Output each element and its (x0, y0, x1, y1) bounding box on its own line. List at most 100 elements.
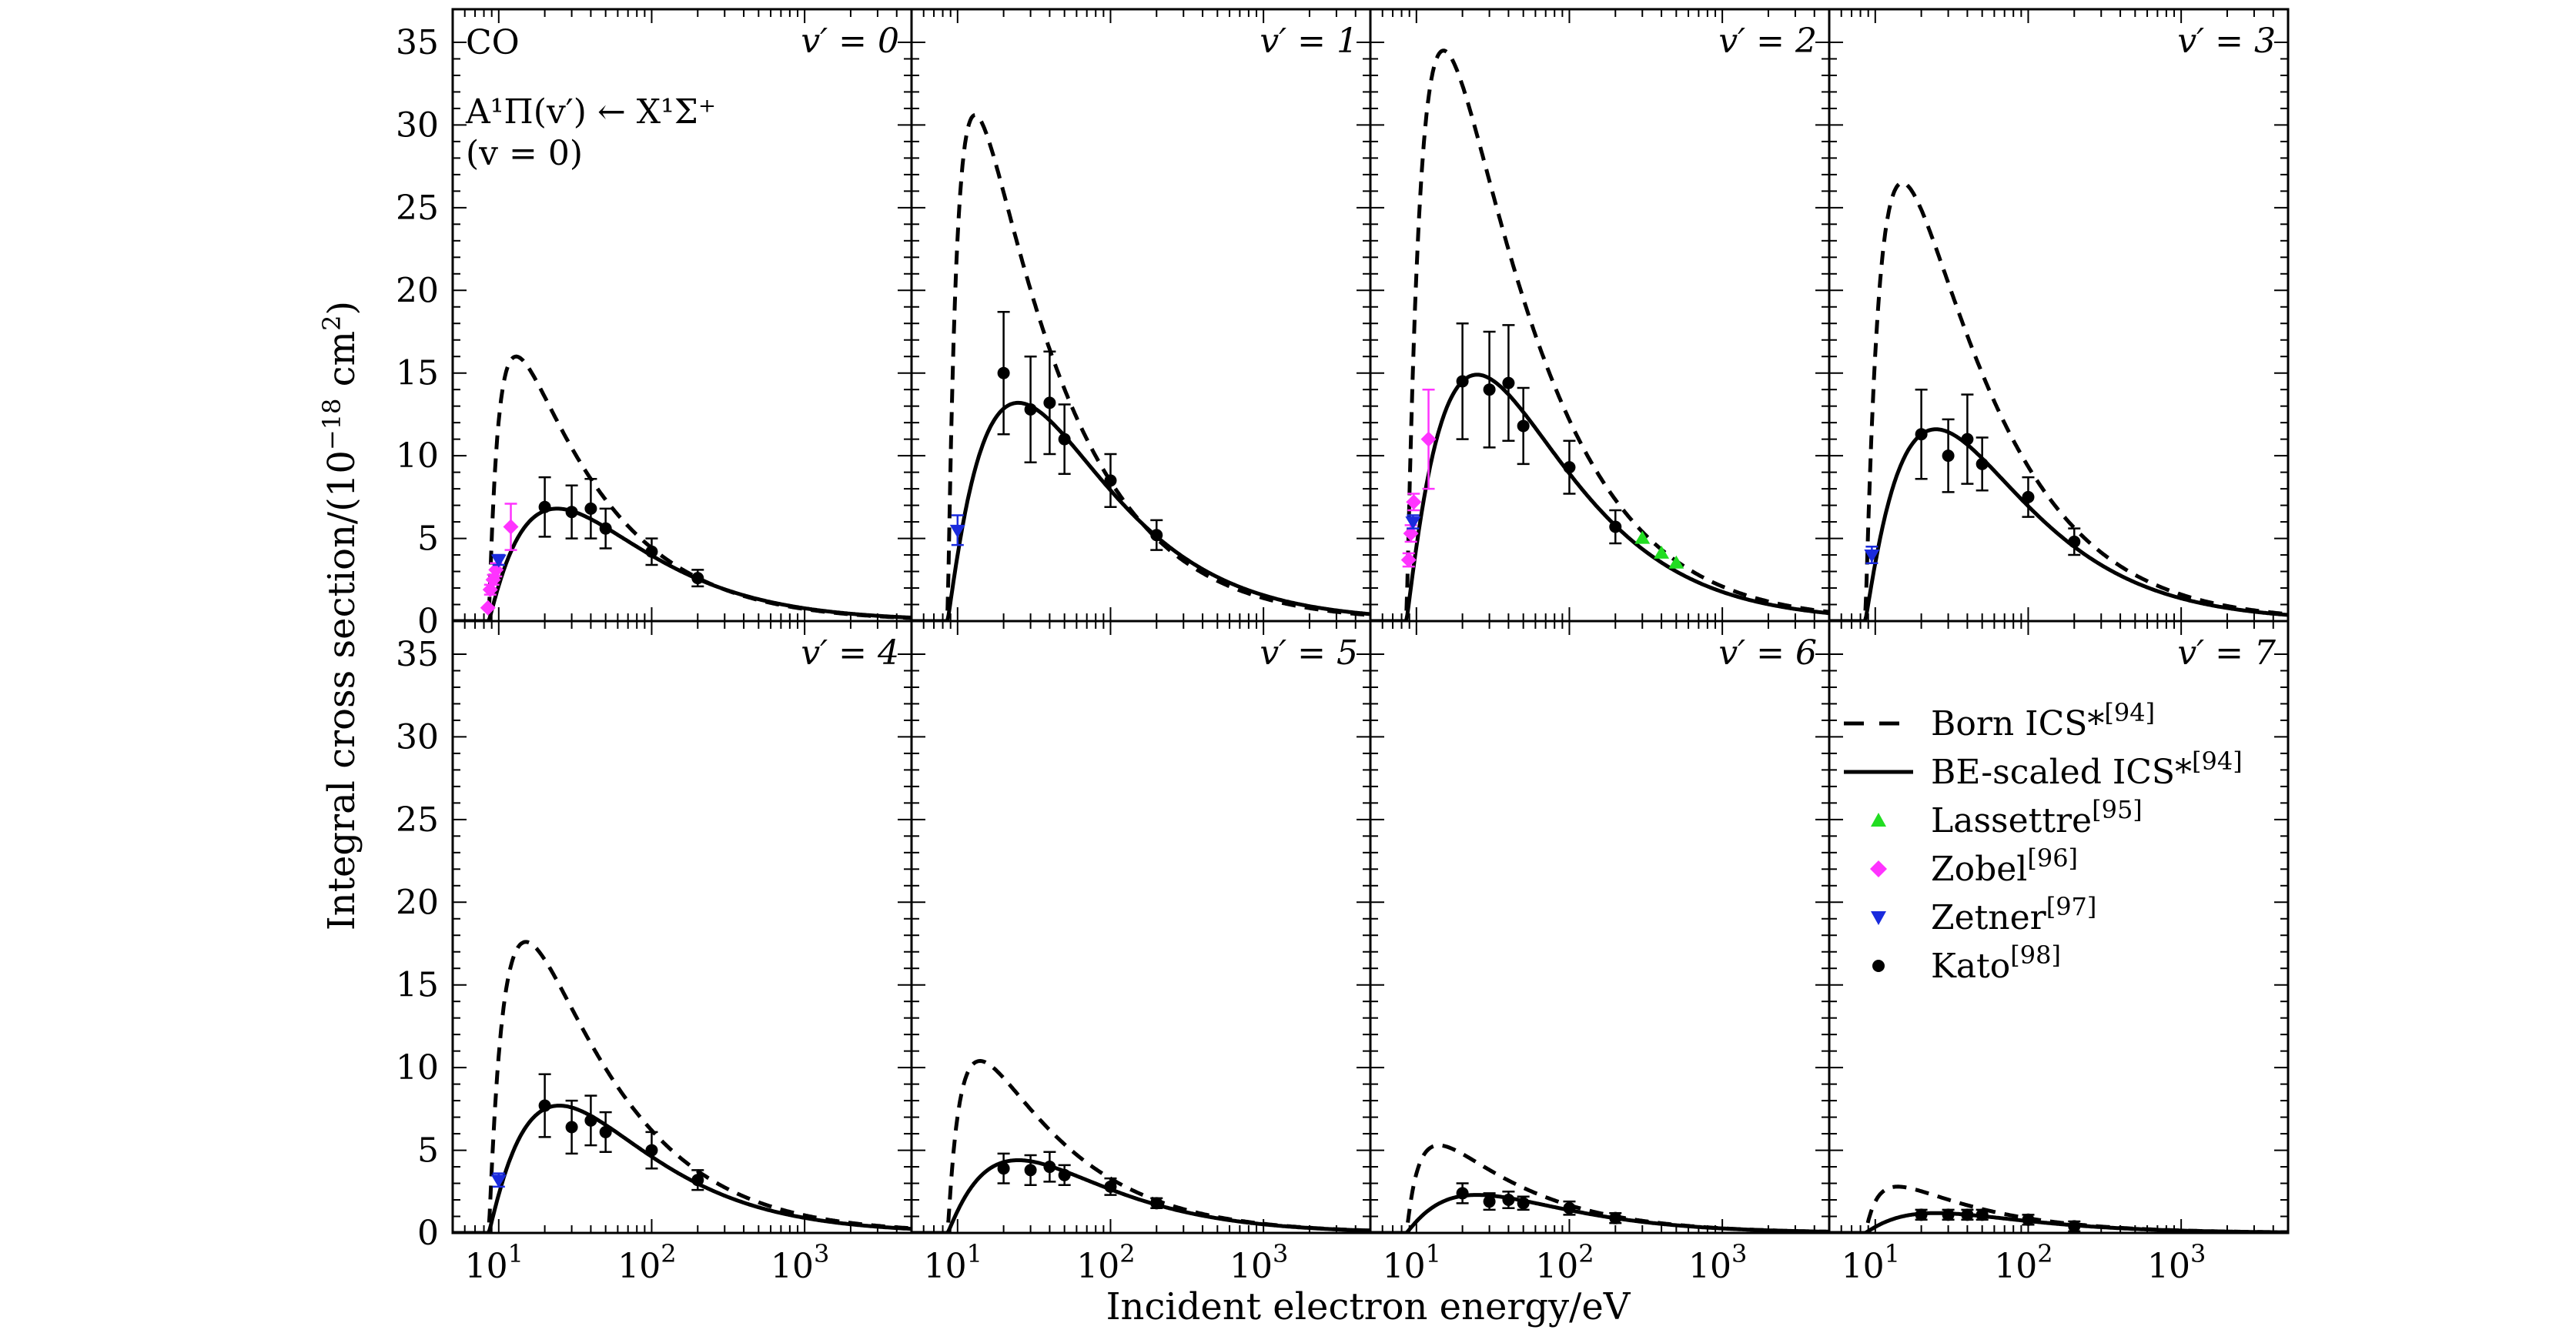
legend-item: Kato[98] (1872, 940, 2061, 986)
kato-point (1609, 1211, 1622, 1224)
kato-point (538, 1099, 551, 1112)
y-tick-label: 30 (396, 105, 439, 145)
x-tick-label: 102 (1994, 1239, 2052, 1286)
panel-plot-area (912, 1058, 1370, 1233)
zobel-point (1420, 431, 1437, 447)
kato-point (2022, 1213, 2035, 1226)
panel-frame (1828, 8, 2290, 623)
x-tick-exponent: 2 (1119, 1239, 1135, 1268)
legend-item: Zetner[97] (1871, 892, 2096, 937)
x-tick-exponent: 2 (1578, 1239, 1594, 1268)
x-axis-title: Incident electron energy/eV (1106, 1285, 1631, 1328)
legend-label-text: Zetner (1931, 898, 2047, 937)
y-axis-title-unit: cm (320, 331, 363, 399)
kato-point (1024, 1164, 1037, 1177)
y-tick-label: 35 (396, 635, 439, 674)
zobel-point (488, 562, 504, 578)
panel-label: v′ = 0 (801, 22, 899, 61)
y-axis-title-square: 2 (317, 316, 346, 331)
born-ics-curve (1829, 181, 2288, 621)
y-axis-title-close: ) (320, 301, 363, 316)
zetner-point (1864, 550, 1880, 563)
y-tick-label: 10 (396, 436, 439, 476)
x-tick-mantissa: 10 (1842, 1247, 1885, 1286)
y-axis-title: Integral cross section/(10−18 cm2) (317, 301, 363, 930)
kato-point (1563, 461, 1576, 474)
panel-v3: v′ = 3 (1828, 8, 2290, 623)
zobel-point (503, 519, 519, 535)
born-ics-curve (1829, 1184, 2288, 1233)
kato-point (2022, 490, 2035, 503)
kato-point (1942, 449, 1955, 463)
x-tick-mantissa: 10 (1383, 1247, 1426, 1286)
kato-point (584, 502, 597, 515)
legend-label-ref: [98] (2010, 940, 2061, 970)
x-tick-mantissa: 10 (1076, 1247, 1119, 1286)
x-tick-mantissa: 10 (1229, 1247, 1273, 1286)
x-tick-label: 103 (771, 1239, 829, 1286)
x-tick-exponent: 3 (814, 1239, 829, 1268)
kato-point (1942, 1208, 1955, 1221)
legend-label-text: Born ICS* (1931, 704, 2104, 743)
y-tick-label: 15 (396, 354, 439, 393)
y-tick-label: 10 (396, 1048, 439, 1087)
y-tick-label: 30 (396, 717, 439, 757)
panel-v2: v′ = 2 (1369, 8, 1831, 623)
y-axis-title-exponent: −18 (317, 399, 346, 451)
x-tick-exponent: 1 (967, 1239, 982, 1268)
legend-item: Zobel[96] (1870, 844, 2078, 889)
be-scaled-ics-curve (912, 400, 1370, 621)
kato-point (1058, 1168, 1071, 1181)
panel-plot-area (453, 940, 912, 1233)
x-tick-label: 101 (1383, 1239, 1441, 1286)
panel-label: v′ = 2 (1718, 22, 1817, 61)
y-tick-label: 0 (417, 602, 439, 641)
kato-point (1502, 376, 1515, 389)
x-tick-mantissa: 10 (617, 1247, 661, 1286)
be-scaled-ics-curve (453, 506, 912, 621)
legend-label: Lassettre[95] (1931, 795, 2143, 840)
lassettre-point (1634, 530, 1651, 544)
lassettre-point (1668, 555, 1684, 569)
x-tick-label: 101 (924, 1239, 982, 1286)
kato-point (1150, 529, 1163, 542)
legend-label-ref: [96] (2027, 844, 2078, 873)
kato-point (1104, 474, 1117, 487)
zetner-point (949, 524, 965, 538)
kato-point (645, 1144, 658, 1157)
x-tick-label: 103 (1229, 1239, 1288, 1286)
x-tick-mantissa: 10 (465, 1247, 508, 1286)
panel-frame (1369, 620, 1831, 1234)
kato-point (1975, 1208, 1989, 1221)
legend-label: Zobel[96] (1931, 844, 2078, 889)
panel-label: v′ = 3 (2177, 22, 2276, 61)
x-tick-exponent: 3 (2190, 1239, 2206, 1268)
kato-point (1961, 1208, 1974, 1221)
y-tick-label: 5 (417, 1131, 439, 1171)
kato-point (1609, 520, 1622, 533)
zetner-point (1405, 516, 1421, 530)
x-tick-label: 102 (1076, 1239, 1135, 1286)
be-scaled-ics-curve (1829, 1211, 2288, 1233)
zobel-point (1403, 526, 1419, 542)
lassettre-point (1654, 545, 1670, 559)
transition-label: A¹Π(v′) ← X¹Σ⁺ (465, 92, 716, 132)
kato-point (1456, 375, 1469, 388)
legend-label-ref: [94] (2192, 747, 2243, 776)
x-tick-exponent: 1 (508, 1239, 524, 1268)
x-tick-mantissa: 10 (771, 1247, 814, 1286)
born-ics-curve (1370, 1143, 1829, 1233)
kato-point (1104, 1180, 1117, 1193)
panel-plot-area (1829, 1184, 2288, 1233)
panel-frame (451, 620, 913, 1234)
legend-triangle-down-icon (1871, 911, 1886, 925)
panel-plot-area (1829, 181, 2288, 621)
kato-point (691, 1174, 704, 1187)
y-tick-label: 25 (396, 800, 439, 840)
annotation-group: CO A¹Π(v′) ← X¹Σ⁺ (v = 0) (465, 23, 716, 173)
born-ics-curve (453, 354, 912, 621)
